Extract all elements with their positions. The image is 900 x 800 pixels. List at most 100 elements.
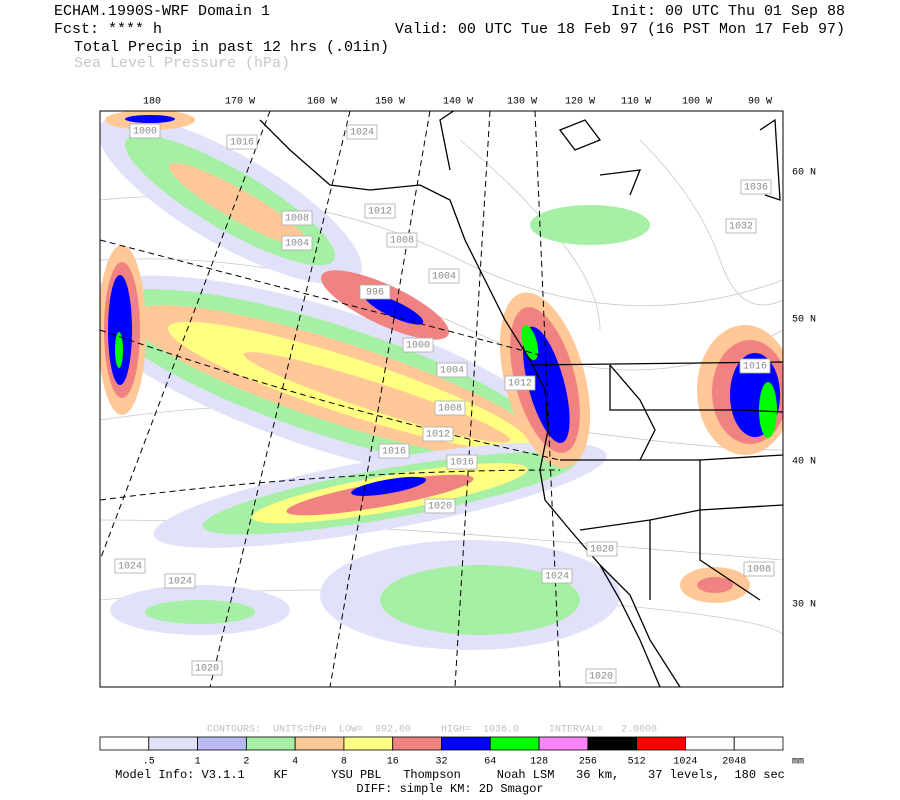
color-bar-unit: mm bbox=[792, 757, 804, 768]
isobar-label: 1008 bbox=[285, 214, 309, 225]
isobar-label: 1012 bbox=[508, 379, 532, 390]
isobar-label: 1036 bbox=[744, 183, 768, 194]
overlay-title: Sea Level Pressure (hPa) bbox=[74, 55, 290, 72]
color-bar: .5 1 2 4 8 16 32 64 128 256 512 1024 2048 bbox=[99, 736, 784, 768]
isobar-label: 1020 bbox=[590, 545, 614, 556]
longitude-label: 140 W bbox=[443, 97, 473, 108]
longitude-label: 130 W bbox=[507, 97, 537, 108]
diff-info: DIFF: simple KM: 2D Smagor bbox=[356, 782, 543, 796]
model-title: ECHAM.1990S-WRF Domain 1 bbox=[54, 3, 270, 20]
isobar-label: 1016 bbox=[450, 458, 474, 469]
isobar-label-box bbox=[164, 573, 196, 589]
isobar-label: 1020 bbox=[428, 502, 452, 513]
color-bar-box bbox=[99, 736, 150, 751]
color-bar-box bbox=[587, 736, 638, 751]
isobar-label: 1012 bbox=[426, 430, 450, 441]
color-bar-label: 1024 bbox=[673, 757, 697, 768]
color-bar-box bbox=[343, 736, 394, 751]
isobar-label-box bbox=[586, 541, 618, 557]
isobar-label-box bbox=[191, 660, 223, 676]
isobar-label: 996 bbox=[366, 288, 384, 299]
isobar-label-box bbox=[504, 375, 536, 391]
isobar-label-box bbox=[725, 218, 757, 234]
valid-time: Valid: 00 UTC Tue 18 Feb 97 (16 PST Mon … bbox=[395, 21, 845, 38]
isobar-label: 1012 bbox=[368, 207, 392, 218]
longitude-label: 150 W bbox=[375, 97, 405, 108]
isobar-label-box bbox=[585, 668, 617, 684]
contour-info: CONTOURS: UNITS=hPa LOW= 992.00 HIGH= 10… bbox=[207, 724, 657, 736]
isobar-label: 1024 bbox=[545, 572, 569, 583]
isobar-label: 1032 bbox=[729, 222, 753, 233]
longitude-label: 110 W bbox=[621, 97, 651, 108]
forecast-hour: Fcst: **** h bbox=[54, 21, 162, 38]
latitude-label: 40 N bbox=[792, 457, 816, 468]
color-bar-box bbox=[148, 736, 198, 751]
color-bar-box bbox=[636, 736, 686, 751]
color-bar-label: 64 bbox=[484, 757, 496, 768]
isobar-label: 1004 bbox=[285, 239, 309, 250]
isobar-label-box bbox=[541, 568, 573, 584]
color-bar-label: 16 bbox=[387, 757, 399, 768]
color-bar-box bbox=[245, 736, 296, 751]
longitude-label: 160 W bbox=[307, 97, 337, 108]
longitude-label: 180 bbox=[143, 97, 161, 108]
isobar-label-box bbox=[740, 179, 772, 195]
map-frame bbox=[99, 110, 784, 688]
isobar-label-box bbox=[739, 358, 771, 374]
isobar-label: 1008 bbox=[747, 565, 771, 576]
field-title: Total Precip in past 12 hrs (.01in) bbox=[74, 39, 389, 56]
color-bar-label: 128 bbox=[530, 757, 548, 768]
isobar-label-box bbox=[129, 123, 161, 139]
isobar-label: 1008 bbox=[390, 236, 414, 247]
isobar-label-box bbox=[743, 561, 775, 577]
color-bar-box bbox=[685, 736, 735, 751]
isobar-label-box bbox=[386, 232, 418, 248]
isobar-label: 1016 bbox=[382, 447, 406, 458]
color-bar-box bbox=[441, 736, 491, 751]
init-time: Init: 00 UTC Thu 01 Sep 88 bbox=[611, 3, 845, 20]
isobar-label: 1000 bbox=[406, 341, 430, 352]
isobar-label-box bbox=[428, 268, 460, 284]
isobar-label-box bbox=[378, 443, 410, 459]
isobar-label: 1016 bbox=[230, 138, 254, 149]
isobar-label: 1020 bbox=[589, 672, 613, 683]
map: 1000 1016 1024 1012 1008 1004 1008 1004 996 1000 1… bbox=[100, 111, 783, 687]
isobar-label-box bbox=[424, 498, 456, 514]
isobar-label: 1024 bbox=[118, 562, 142, 573]
color-bar-label: 32 bbox=[435, 757, 447, 768]
isobar-label-box bbox=[402, 337, 434, 353]
isobar-label-box bbox=[446, 454, 478, 470]
isobar-label: 1000 bbox=[133, 127, 157, 138]
color-bar-label: 8 bbox=[341, 757, 347, 768]
color-bar-label: 2 bbox=[243, 757, 249, 768]
color-bar-label: 1 bbox=[195, 757, 201, 768]
isobar-label-box bbox=[226, 134, 258, 150]
longitude-label: 170 W bbox=[225, 97, 255, 108]
color-bar-box bbox=[733, 736, 784, 751]
isobar-label-box bbox=[436, 362, 468, 378]
isobar-label: 1004 bbox=[432, 272, 456, 283]
longitude-label: 120 W bbox=[565, 97, 595, 108]
model-info: Model Info: V3.1.1 KF YSU PBL Thompson N… bbox=[115, 768, 785, 782]
color-bar-box bbox=[538, 736, 589, 751]
color-bar-box bbox=[197, 736, 247, 751]
color-bar-label: 256 bbox=[579, 757, 597, 768]
isobar-label: 1024 bbox=[350, 128, 374, 139]
color-bar-label: 2048 bbox=[722, 757, 746, 768]
isobar-label-box bbox=[422, 426, 454, 442]
isobar-label-box bbox=[359, 284, 391, 300]
isobar-label-box bbox=[364, 203, 396, 219]
isobar-label: 1016 bbox=[743, 362, 767, 373]
isobar-labels: 1000 1016 1024 1012 1008 1004 1008 1004 996 1000 1… bbox=[114, 123, 775, 684]
isobar-label: 1024 bbox=[168, 577, 192, 588]
isobar-label: 1004 bbox=[440, 366, 464, 377]
color-bar-box bbox=[294, 736, 345, 751]
latitude-label: 50 N bbox=[792, 315, 816, 326]
isobar-label: 1008 bbox=[438, 404, 462, 415]
color-bar-label: 512 bbox=[628, 757, 646, 768]
color-bar-box bbox=[489, 736, 540, 751]
latitude-label: 30 N bbox=[792, 600, 816, 611]
longitude-label: 90 W bbox=[748, 97, 772, 108]
isobar-label-box bbox=[281, 210, 313, 226]
